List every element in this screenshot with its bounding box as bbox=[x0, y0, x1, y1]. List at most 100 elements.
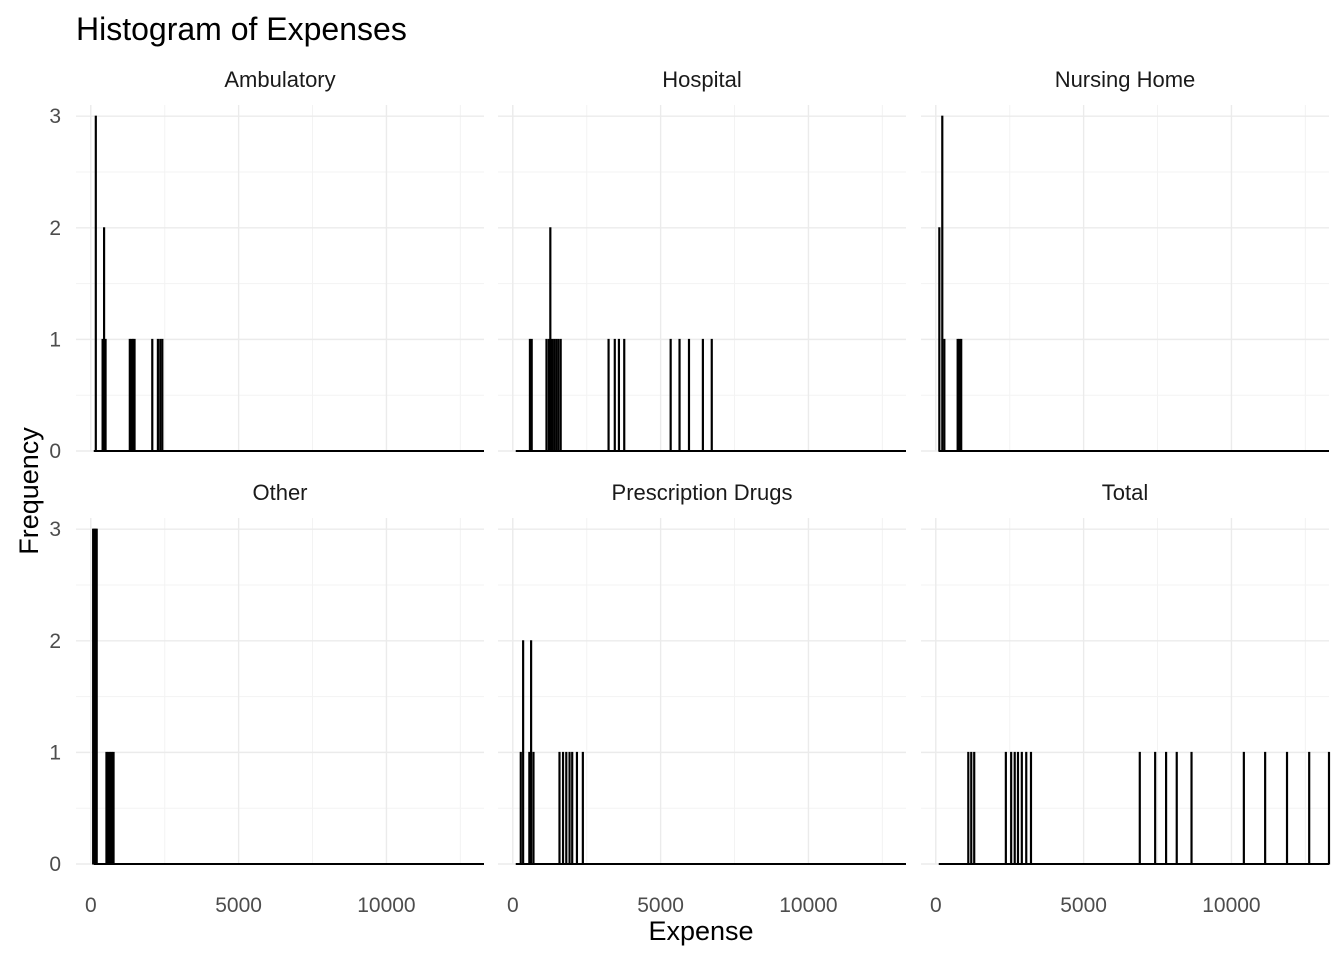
histogram-bar bbox=[95, 528, 98, 865]
x-tick-label: 5000 bbox=[637, 894, 684, 917]
histogram-bar bbox=[1025, 751, 1028, 865]
histogram-bar bbox=[159, 338, 162, 452]
histogram-bar bbox=[1165, 751, 1168, 865]
histogram-bar bbox=[104, 338, 107, 452]
histogram-bar bbox=[530, 338, 533, 452]
histogram-bar bbox=[669, 338, 672, 452]
histogram-bar bbox=[528, 751, 531, 865]
x-tick-label: 10000 bbox=[1202, 894, 1260, 917]
histogram-bar bbox=[559, 338, 562, 452]
histogram-bar bbox=[1138, 751, 1141, 865]
chart-title: Histogram of Expenses bbox=[76, 11, 407, 47]
x-axis-title: Expense bbox=[648, 916, 753, 946]
facet-panels: Ambulatory 0 1 2 3 Hospital Nursing Home Other 0… bbox=[49, 67, 1331, 917]
x-tick-label: 5000 bbox=[215, 894, 262, 917]
histogram-bar bbox=[1242, 751, 1245, 865]
histogram-bar bbox=[105, 751, 108, 865]
histogram-bar bbox=[549, 227, 552, 452]
histogram-bar bbox=[581, 751, 584, 865]
x-tick-label: 10000 bbox=[779, 894, 837, 917]
histogram-bar bbox=[110, 751, 113, 865]
y-tick-label: 1 bbox=[49, 328, 61, 351]
histogram-bar bbox=[623, 338, 626, 452]
histogram-bar bbox=[161, 338, 164, 452]
histogram-bar bbox=[970, 751, 973, 865]
histogram-bar bbox=[151, 338, 154, 452]
y-tick-label: 3 bbox=[49, 518, 61, 541]
histogram-bar bbox=[156, 338, 159, 452]
histogram-bar bbox=[967, 751, 970, 865]
panel-hospital: Hospital bbox=[498, 67, 906, 452]
histogram-bar bbox=[943, 338, 946, 452]
facet-label: Nursing Home bbox=[1055, 67, 1196, 92]
histogram-bar bbox=[613, 338, 616, 452]
histogram-bar bbox=[607, 338, 610, 452]
histogram-bar bbox=[575, 751, 579, 865]
x-tick-label: 10000 bbox=[357, 894, 415, 917]
histogram-bar bbox=[1285, 751, 1289, 865]
histogram-bar bbox=[1013, 751, 1016, 865]
x-tick-label: 0 bbox=[930, 894, 942, 917]
histogram-bar bbox=[133, 338, 136, 452]
histogram-bar bbox=[1004, 751, 1007, 865]
histogram-bar bbox=[938, 227, 941, 452]
histogram-bar bbox=[1264, 751, 1267, 865]
histogram-bar bbox=[1190, 751, 1193, 865]
y-tick-label: 3 bbox=[49, 105, 61, 128]
panel-ambulatory: Ambulatory 0 1 2 3 bbox=[49, 67, 484, 463]
histogram-bar bbox=[528, 338, 532, 452]
histogram-bar bbox=[112, 751, 115, 865]
histogram-bar bbox=[128, 338, 131, 452]
histogram-bar bbox=[678, 338, 681, 452]
histogram-bar bbox=[571, 751, 574, 865]
histogram-bar bbox=[555, 338, 558, 452]
histogram-bar bbox=[617, 338, 621, 452]
y-tick-label: 1 bbox=[49, 741, 61, 764]
x-tick-label: 0 bbox=[85, 894, 97, 917]
histogram-bar bbox=[1308, 751, 1311, 865]
panel-total: Total 0 5000 10000 bbox=[921, 480, 1331, 917]
histogram-bar bbox=[958, 338, 961, 452]
histogram-bar bbox=[710, 338, 713, 452]
histogram-bar bbox=[551, 338, 554, 452]
y-tick-label: 0 bbox=[49, 440, 61, 463]
histogram-bar bbox=[108, 751, 112, 865]
histogram-bar bbox=[568, 751, 571, 865]
facet-label: Hospital bbox=[662, 67, 741, 92]
histogram-bar bbox=[558, 751, 561, 865]
facet-label: Ambulatory bbox=[224, 67, 335, 92]
histogram-bar bbox=[1175, 751, 1178, 865]
panel-prescription-drugs: Prescription Drugs 0 5000 10000 bbox=[498, 480, 906, 917]
histogram-bar bbox=[1327, 751, 1331, 865]
histogram-bar bbox=[561, 751, 565, 865]
y-tick-label: 0 bbox=[49, 853, 61, 876]
y-tick-label: 2 bbox=[49, 630, 61, 653]
histogram-bar bbox=[941, 115, 944, 452]
histogram-bar bbox=[557, 338, 560, 452]
histogram-bar bbox=[1020, 751, 1023, 865]
histogram-bar bbox=[1154, 751, 1157, 865]
x-tick-label: 0 bbox=[507, 894, 519, 917]
histogram-bar bbox=[545, 338, 548, 452]
histogram-bar bbox=[532, 751, 535, 865]
panel-nursing-home: Nursing Home bbox=[921, 67, 1329, 452]
facet-label: Total bbox=[1102, 480, 1148, 505]
histogram-bar bbox=[553, 338, 556, 452]
histogram-bar bbox=[687, 338, 691, 452]
histogram-bar bbox=[522, 640, 525, 865]
histogram-bar bbox=[701, 338, 704, 452]
histogram-bar bbox=[530, 640, 533, 865]
histogram-bar bbox=[1016, 751, 1020, 865]
x-tick-label: 5000 bbox=[1060, 894, 1107, 917]
histogram-bar bbox=[956, 338, 959, 452]
histogram-bar bbox=[519, 751, 522, 865]
histogram-bar bbox=[565, 751, 568, 865]
histogram-bar bbox=[1010, 751, 1013, 865]
histogram-bar bbox=[1029, 751, 1033, 865]
histogram-bar bbox=[94, 115, 97, 452]
facet-label: Prescription Drugs bbox=[612, 480, 793, 505]
y-tick-label: 2 bbox=[49, 217, 61, 240]
y-axis-title: Frequency bbox=[14, 427, 44, 555]
histogram-bar bbox=[973, 751, 976, 865]
